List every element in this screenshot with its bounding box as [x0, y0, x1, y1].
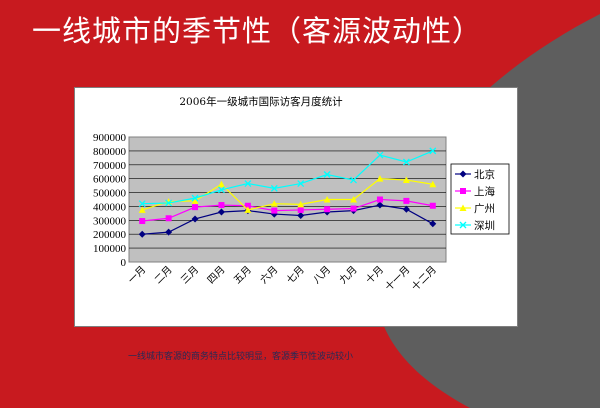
data-point	[270, 200, 278, 207]
data-point	[271, 207, 278, 214]
legend-label: 广州	[474, 203, 495, 215]
y-tick-label: 0	[121, 257, 127, 269]
y-tick-label: 700000	[93, 160, 127, 172]
data-point	[429, 220, 437, 228]
data-point	[165, 199, 173, 207]
x-tick-label: 十月	[363, 263, 386, 286]
data-point	[297, 180, 305, 187]
data-point	[191, 194, 199, 202]
data-point	[350, 176, 358, 184]
data-point	[402, 158, 410, 166]
gridlines	[129, 150, 446, 249]
y-tick-label: 500000	[93, 188, 127, 200]
data-point	[323, 171, 331, 178]
x-tick-label: 三月	[179, 264, 202, 287]
series-line	[142, 204, 434, 235]
line-chart: 2006年一级城市国际访客月度统计 900000 800000 700000 6000…	[93, 95, 510, 293]
y-tick-label: 400000	[93, 201, 127, 213]
data-point	[165, 228, 173, 236]
data-point	[192, 204, 199, 211]
legend-swatch-marker	[459, 170, 467, 178]
legend-swatch-marker	[459, 221, 467, 229]
data-point	[297, 206, 304, 213]
x-tick-label: 七月	[284, 264, 307, 287]
data-point	[138, 230, 146, 238]
legend-label: 上海	[474, 185, 495, 198]
data-point	[217, 180, 225, 188]
data-point	[297, 200, 305, 208]
data-point	[429, 202, 436, 209]
data-point	[138, 206, 146, 213]
chart-frame: 2006年一级城市国际访客月度统计 900000 800000 700000 6000…	[74, 87, 518, 327]
chart-title: 2006年一级城市国际访客月度统计	[179, 95, 343, 108]
plot-area	[128, 136, 447, 263]
series-lines	[138, 147, 437, 238]
x-tick-label: 二月	[152, 264, 175, 287]
data-point	[429, 147, 437, 155]
slide-title: 一线城市的季节性（客源波动性）	[32, 14, 483, 48]
data-point	[324, 206, 331, 213]
data-point	[350, 205, 357, 212]
data-point	[323, 196, 331, 203]
series-line	[142, 150, 434, 205]
data-point	[376, 175, 384, 182]
legend-label: 北京	[474, 168, 495, 181]
y-tick-label: 800000	[93, 146, 127, 158]
data-point	[376, 201, 384, 209]
x-tick-label: 五月	[231, 264, 254, 287]
data-point	[429, 180, 437, 188]
x-tick-label: 十二月	[409, 263, 439, 293]
x-tick-label: 一月	[126, 264, 149, 287]
y-tick-label: 200000	[93, 229, 127, 241]
data-point	[218, 202, 225, 209]
data-point	[244, 202, 251, 209]
series-line	[142, 198, 433, 222]
data-point	[191, 197, 199, 204]
data-point	[376, 196, 383, 203]
data-point	[270, 184, 278, 192]
data-point	[297, 211, 305, 219]
x-tick-label: 六月	[258, 264, 281, 287]
x-tick-label: 八月	[311, 264, 334, 287]
y-tick-label: 600000	[93, 174, 127, 186]
data-point	[376, 151, 384, 159]
data-point	[403, 197, 410, 204]
data-point	[217, 186, 225, 194]
data-point	[217, 208, 225, 216]
legend-swatch-marker	[460, 188, 466, 194]
y-tick-label: 300000	[93, 215, 127, 227]
slide-caption: 一线城市客源的商务特点比较明显，客源季节性波动较小	[128, 352, 354, 362]
series-line	[142, 178, 433, 211]
data-point	[402, 176, 410, 184]
data-point	[402, 205, 410, 213]
x-tick-label: 十一月	[382, 263, 412, 293]
legend-swatch-marker	[459, 204, 467, 211]
data-point	[350, 196, 358, 203]
data-point	[138, 200, 146, 208]
x-tick-label: 九月	[337, 264, 360, 287]
data-point	[244, 180, 252, 187]
data-point	[244, 206, 252, 213]
data-point	[191, 215, 199, 223]
legend-label: 深圳	[474, 220, 495, 232]
x-tick-label: 四月	[205, 264, 228, 287]
data-point	[139, 218, 146, 225]
y-tick-label: 900000	[93, 132, 127, 144]
data-point	[165, 215, 172, 222]
y-tick-label: 100000	[93, 243, 127, 255]
